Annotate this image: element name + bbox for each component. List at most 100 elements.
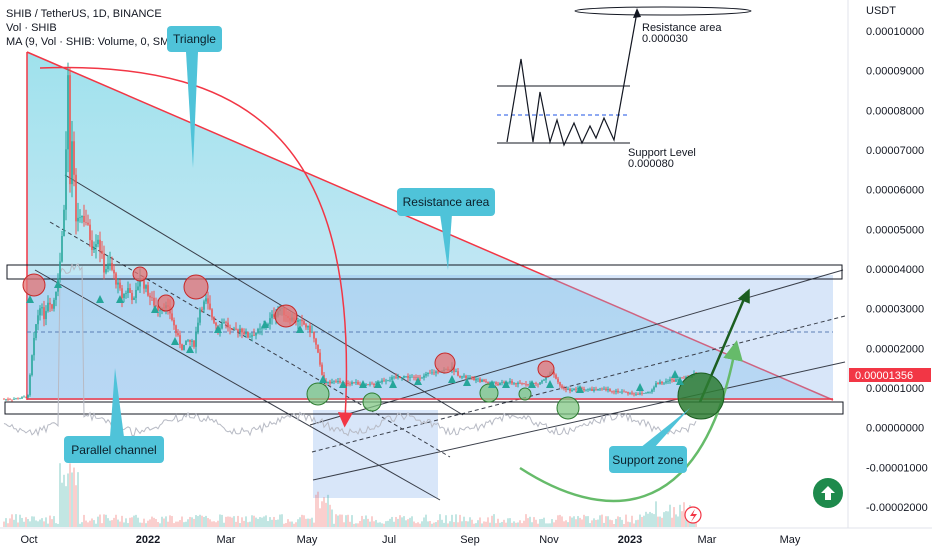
volume-bar — [593, 518, 595, 527]
volume-bar — [505, 522, 507, 527]
volume-bar — [373, 521, 375, 527]
volume-bar — [145, 523, 147, 527]
volume-bar — [669, 504, 671, 527]
volume-bar — [551, 519, 553, 527]
volume-bar — [663, 512, 665, 527]
chart-legend: SHIB / TetherUS, 1D, BINANCE Vol · SHIB … — [6, 7, 192, 49]
candle-body — [307, 325, 309, 328]
volume-bar — [7, 523, 9, 527]
candle-body — [595, 389, 597, 391]
candle-body — [159, 310, 161, 311]
volume-bar — [133, 515, 135, 527]
candle-body — [457, 371, 459, 376]
volume-bar — [45, 517, 47, 527]
candle-body — [359, 384, 361, 386]
candle-body — [347, 382, 349, 384]
candle-body — [465, 375, 467, 379]
x-tick-label: Sep — [460, 534, 480, 546]
support-zone-callout[interactable]: Support zone — [609, 446, 687, 473]
volume-bar — [521, 523, 523, 527]
candle-body — [299, 319, 301, 321]
volume-bar — [155, 519, 157, 527]
volume-bar — [607, 516, 609, 527]
volume-bar — [653, 514, 655, 527]
volume-bar — [223, 522, 225, 527]
volume-bar — [179, 520, 181, 527]
volume-bar — [655, 501, 657, 527]
inset-sketch: Resistance area 0.000030 Support Level 0… — [497, 6, 752, 170]
x-tick-label: May — [297, 534, 318, 546]
volume-bar — [197, 516, 199, 527]
candle-body — [303, 321, 305, 325]
candle-body — [463, 375, 465, 377]
candle-body — [411, 377, 413, 378]
x-tick-label: Nov — [539, 534, 559, 546]
resistance-callout[interactable]: Resistance area — [397, 188, 495, 216]
candle-body — [427, 372, 429, 374]
volume-bar — [423, 517, 425, 527]
volume-bar — [27, 519, 29, 527]
volume-bar — [425, 514, 427, 527]
candle-body — [473, 377, 475, 381]
candle-body — [453, 366, 455, 372]
volume-bar — [331, 509, 333, 527]
candle-body — [635, 393, 637, 395]
candle-body — [11, 399, 13, 401]
candle-body — [251, 335, 253, 337]
volume-bar — [203, 516, 205, 527]
candle-body — [131, 292, 133, 301]
triangle-callout-pointer — [186, 52, 198, 168]
buy-signal-marker — [186, 345, 194, 353]
volume-bar — [325, 502, 327, 527]
candle-body — [521, 383, 523, 384]
candle-body — [665, 381, 667, 383]
x-tick-label: Oct — [20, 534, 37, 546]
parallel-channel-callout[interactable]: Parallel channel — [64, 436, 164, 463]
volume-bar — [251, 515, 253, 527]
volume-bar — [101, 523, 103, 527]
candle-body — [181, 344, 183, 351]
buy-signal-marker — [319, 375, 327, 383]
buy-signal-marker — [463, 378, 471, 386]
volume-bar — [265, 515, 267, 527]
candle-body — [383, 380, 385, 382]
volume-bar — [293, 523, 295, 527]
volume-bar — [355, 523, 357, 527]
buy-signal-marker — [528, 380, 536, 388]
candle-body — [61, 236, 63, 262]
candle-body — [349, 383, 351, 385]
volume-bar — [95, 523, 97, 527]
volume-bar — [129, 517, 131, 527]
volume-bar — [595, 519, 597, 527]
candle-body — [535, 383, 537, 384]
candle-body — [215, 322, 217, 326]
candle-body — [7, 399, 9, 400]
candle-body — [515, 383, 517, 385]
candle-body — [153, 297, 155, 306]
volume-bar — [347, 514, 349, 527]
volume-bar — [501, 521, 503, 527]
volume-bar — [539, 519, 541, 527]
candle-body — [559, 382, 561, 386]
volume-bar — [395, 516, 397, 527]
volume-bar — [393, 521, 395, 527]
volume-bar — [399, 515, 401, 527]
resistance-touch-marker — [132, 266, 148, 282]
scroll-to-realtime-button[interactable] — [813, 478, 843, 508]
resistance-rectangle — [6, 264, 843, 280]
buy-signal-marker — [576, 385, 584, 393]
candle-body — [573, 388, 575, 391]
volume-bar — [363, 519, 365, 527]
buy-signal-marker — [96, 295, 104, 303]
volume-bar — [91, 518, 93, 527]
triangle-callout[interactable]: Triangle — [167, 26, 222, 52]
volume-bar — [483, 521, 485, 527]
buy-signal-marker — [296, 325, 304, 333]
candle-body — [87, 222, 89, 225]
candle-body — [115, 273, 117, 285]
candle-body — [15, 398, 17, 400]
price-axis: 0.00010000 0.00009000 0.00008000 0.00007000… — [866, 26, 928, 514]
volume-bar — [367, 518, 369, 527]
